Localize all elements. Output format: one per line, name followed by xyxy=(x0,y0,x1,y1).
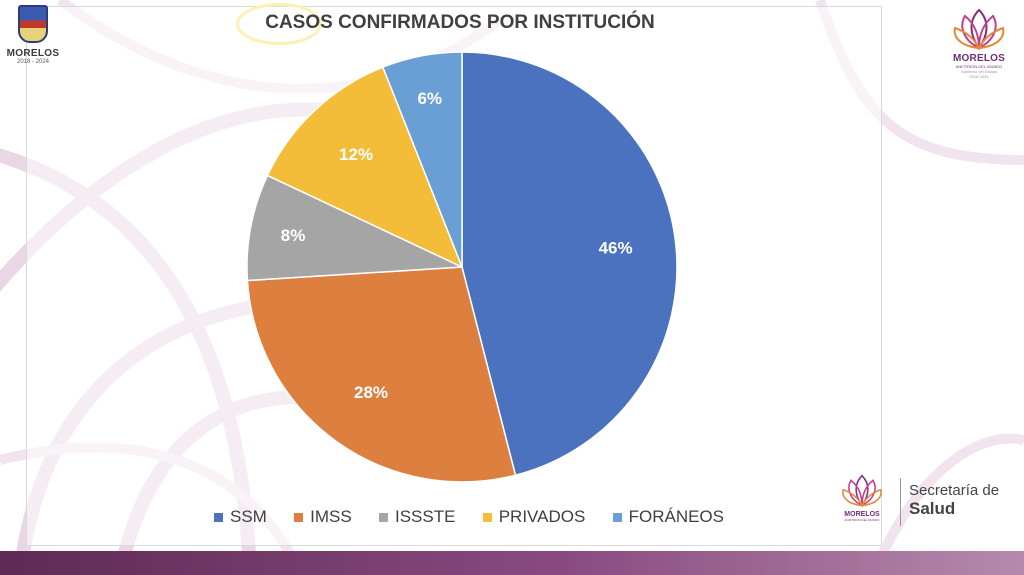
legend-item-ssm: SSM xyxy=(214,507,267,527)
legend-label-foraneos: FORÁNEOS xyxy=(628,507,724,526)
legend-label-issste: ISSSTE xyxy=(394,507,456,526)
legend-label-privados: PRIVADOS xyxy=(498,507,586,526)
logo-right-text: MORELOS xyxy=(953,53,1005,64)
data-label-ssm: 46% xyxy=(599,239,633,258)
logo-right-subtitle: ANFITRIÓN DEL MUNDO xyxy=(955,64,1003,69)
data-label-privados: 12% xyxy=(339,145,373,164)
legend-item-privados: PRIVADOS xyxy=(482,507,586,527)
footer-logo-subtitle: ANFITRIÓN DEL MUNDO xyxy=(844,518,880,522)
footer-divider xyxy=(900,478,901,526)
logo-right-tagline: Gobierno del Estado xyxy=(960,69,998,74)
secretaria-de-salud-logo: Secretaría de Salud xyxy=(909,482,999,519)
legend-swatch-imss xyxy=(294,512,304,522)
legend-item-foraneos: FORÁNEOS xyxy=(612,507,724,527)
pie-slice-issste xyxy=(246,174,463,282)
pie-slice-privados xyxy=(266,66,464,269)
legend-swatch-foraneos xyxy=(612,512,622,522)
secretaria-line2: Salud xyxy=(909,499,956,518)
logo-right-years: 2018-2024 xyxy=(969,74,989,79)
shield-icon xyxy=(18,5,48,43)
pie-slice-ssm xyxy=(461,51,678,477)
legend-item-imss: IMSS xyxy=(294,507,352,527)
data-label-issste: 8% xyxy=(281,226,306,245)
morelos-flower-logo: MORELOS ANFITRIÓN DEL MUNDO Gobierno del… xyxy=(940,4,1018,88)
bottom-bar xyxy=(0,551,1024,575)
data-label-imss: 28% xyxy=(354,383,388,402)
logo-left-years: 2018 - 2024 xyxy=(16,59,50,65)
legend-swatch-ssm xyxy=(214,512,223,522)
legend-swatch-privados xyxy=(482,512,492,522)
legend-label-imss: IMSS xyxy=(310,507,352,526)
legend-item-issste: ISSSTE xyxy=(378,507,456,527)
legend-label-ssm: SSM xyxy=(230,507,267,526)
footer-morelos-logo: MORELOS ANFITRIÓN DEL MUNDO xyxy=(832,470,892,540)
footer-flower-icon xyxy=(842,474,882,507)
legend-swatch-issste xyxy=(378,512,388,522)
flower-icon xyxy=(953,8,1005,50)
title-highlight xyxy=(236,3,322,45)
data-label-foraneos: 6% xyxy=(417,89,442,108)
secretaria-line1: Secretaría de xyxy=(909,482,1000,499)
footer-logo-text: MORELOS xyxy=(844,511,880,518)
chart-legend: SSM IMSS ISSSTE PRIVADOS FORÁNEOS xyxy=(214,506,724,528)
morelos-emblem-logo: MORELOS 2018 - 2024 xyxy=(4,2,62,68)
pie-slice-foraneos xyxy=(381,51,463,268)
pie-slice-imss xyxy=(246,266,517,483)
logo-left-text: MORELOS xyxy=(6,48,60,59)
chart-title: CASOS CONFIRMADOS POR INSTITUCIÓN xyxy=(265,12,655,33)
